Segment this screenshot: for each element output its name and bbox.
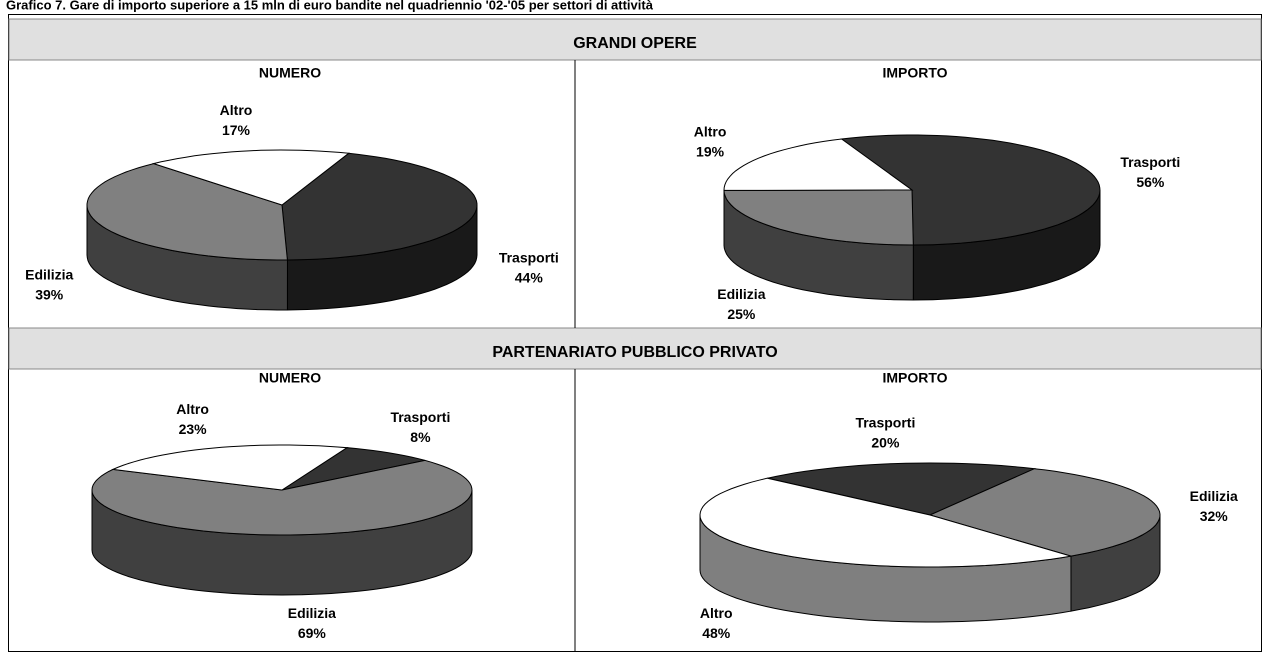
slice-value-label: 8% — [410, 429, 431, 445]
slice-label: Altro — [694, 123, 727, 139]
slice-label: Altro — [176, 401, 209, 417]
slice — [281, 152, 478, 261]
slice-label: Altro — [220, 102, 253, 118]
slice-value-label: 25% — [727, 306, 756, 322]
section-band — [8, 18, 1262, 61]
slice-value-label: 17% — [222, 122, 251, 138]
slice — [86, 163, 288, 261]
slice-value-label: 48% — [702, 625, 731, 641]
section-band — [8, 327, 1262, 370]
slice-value-label: 44% — [515, 269, 544, 285]
slice — [928, 468, 1161, 557]
slice-value-label: 23% — [179, 421, 208, 437]
slice-label: Altro — [700, 605, 733, 621]
slice — [767, 462, 1037, 516]
slice-value-label: 69% — [298, 625, 327, 641]
slice — [723, 189, 914, 246]
slice-label: Trasporti — [1120, 154, 1180, 170]
slice — [699, 477, 1072, 568]
slice — [840, 134, 1101, 246]
slice-label: Edilizia — [717, 286, 765, 302]
slice-label: Edilizia — [25, 267, 73, 283]
slice — [91, 459, 473, 536]
chart-title: IMPORTO — [882, 65, 947, 81]
slice — [723, 138, 914, 191]
slice-label: Edilizia — [1190, 488, 1238, 504]
chart-title: NUMERO — [259, 65, 321, 81]
slice-value-label: 56% — [1136, 174, 1165, 190]
chart-title: IMPORTO — [882, 370, 947, 386]
slice-value-label: 20% — [871, 435, 900, 451]
slice-label: Trasporti — [499, 249, 559, 265]
section-title: PARTENARIATO PUBBLICO PRIVATO — [492, 344, 777, 361]
slice-label: Trasporti — [855, 415, 915, 431]
section-title: GRANDI OPERE — [573, 35, 697, 52]
slice — [281, 447, 426, 491]
slice — [151, 149, 351, 206]
page-title: Grafico 7. Gare di importo superiore a 1… — [6, 0, 654, 12]
slice — [111, 444, 349, 491]
slice-label: Edilizia — [288, 605, 336, 621]
slice-value-label: 19% — [696, 143, 725, 159]
slice-label: Trasporti — [390, 409, 450, 425]
slice-value-label: 32% — [1200, 508, 1229, 524]
chart-title: NUMERO — [259, 370, 321, 386]
slice-value-label: 39% — [35, 287, 64, 303]
